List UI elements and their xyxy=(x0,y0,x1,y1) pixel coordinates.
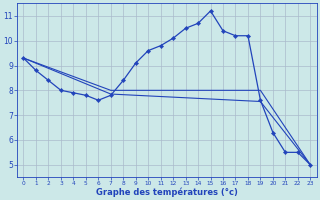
X-axis label: Graphe des températures (°c): Graphe des températures (°c) xyxy=(96,187,238,197)
